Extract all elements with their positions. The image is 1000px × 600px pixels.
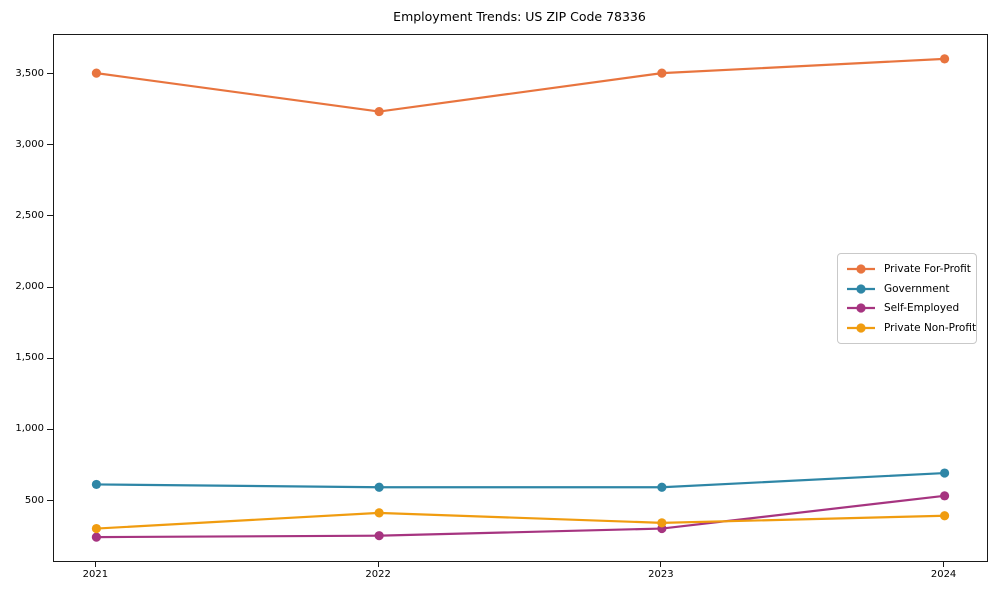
y-tick-mark — [47, 500, 53, 501]
legend-entry-private-non-profit: Private Non-Profit — [846, 318, 976, 338]
y-tick-mark — [47, 428, 53, 430]
y-tick-label: 2,500 — [15, 209, 44, 221]
legend-label: Private For-Profit — [884, 262, 971, 275]
chart-title: Employment Trends: US ZIP Code 78336 — [393, 9, 646, 24]
legend-marker-icon — [847, 323, 875, 333]
legend-label: Private Non-Profit — [884, 322, 977, 335]
y-tick-mark — [47, 357, 53, 359]
data-point-private-non-profit-2023 — [657, 518, 667, 528]
y-tick-mark — [47, 73, 53, 75]
y-tick-mark — [47, 144, 53, 146]
y-tick-label: 1,500 — [15, 352, 44, 364]
y-tick-label: 1,000 — [15, 423, 44, 435]
data-point-self-employed-2022 — [374, 531, 384, 541]
y-tick-mark — [47, 215, 53, 217]
y-tick-label: 3,500 — [15, 67, 44, 79]
x-tick-mark — [94, 561, 96, 567]
y-tick-label: 2,000 — [15, 281, 44, 293]
data-point-private-for-profit-2021 — [91, 68, 102, 78]
y-tick-label: 500 — [24, 494, 44, 506]
x-tick-label: 2022 — [365, 569, 391, 580]
x-tick-mark — [943, 561, 945, 567]
legend: Private For-Profit Government Self-Employe… — [837, 253, 977, 344]
data-point-private-non-profit-2024 — [939, 511, 950, 521]
y-tick-label: 3,000 — [15, 138, 44, 150]
series-line-government — [96, 471, 945, 489]
legend-entry-self-employed: Self-Employed — [846, 299, 968, 319]
legend-marker-icon — [847, 303, 875, 313]
data-point-self-employed-2024 — [939, 491, 950, 501]
x-tick-label: 2021 — [82, 569, 109, 580]
legend-marker-icon — [847, 264, 875, 274]
x-tick-mark — [660, 561, 662, 567]
data-point-private-non-profit-2022 — [374, 508, 384, 518]
legend-marker-icon — [847, 284, 875, 294]
legend-entry-government: Government — [846, 279, 968, 299]
legend-entry-private-for-profit: Private For-Profit — [846, 259, 971, 279]
data-point-self-employed-2021 — [91, 532, 102, 542]
legend-label: Government — [884, 282, 950, 295]
data-point-private-for-profit-2022 — [374, 106, 384, 117]
series-line-private-non-profit — [96, 511, 945, 530]
x-tick-label: 2023 — [648, 569, 674, 580]
data-point-government-2023 — [657, 482, 667, 492]
x-tick-mark — [377, 561, 379, 567]
plot-canvas — [91, 54, 950, 542]
data-point-private-for-profit-2024 — [939, 54, 950, 64]
series-line-self-employed — [96, 494, 945, 539]
data-point-government-2021 — [91, 479, 102, 490]
data-point-private-for-profit-2023 — [657, 68, 667, 78]
plot-area — [53, 34, 988, 562]
series-line-private-for-profit — [96, 57, 945, 113]
data-point-government-2024 — [939, 468, 950, 478]
y-tick-mark — [47, 286, 53, 288]
legend-label: Self-Employed — [884, 302, 960, 315]
data-point-private-non-profit-2021 — [91, 523, 102, 534]
x-tick-label: 2024 — [930, 569, 957, 580]
data-point-government-2022 — [374, 482, 384, 492]
